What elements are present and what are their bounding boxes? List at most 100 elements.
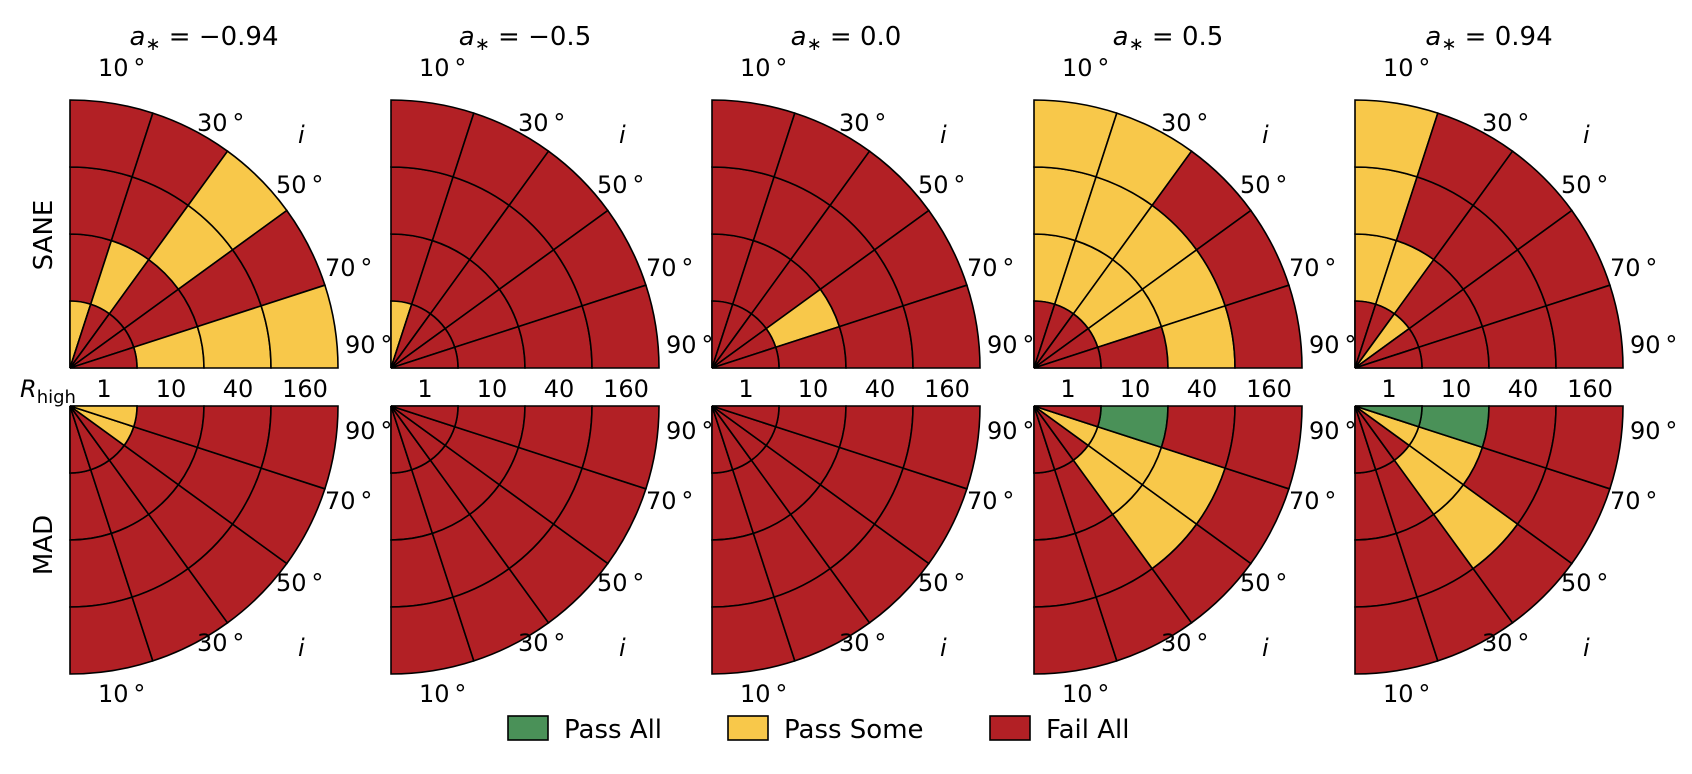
inclination-axis-label: i xyxy=(298,121,305,149)
panel-sane: 10 ° 30 ° 50 ° 70 ° 90 ° i 1 10 40 160 xyxy=(711,54,1034,403)
grid-cell xyxy=(390,346,459,369)
inclination-tick-label: 30 ° xyxy=(197,109,244,137)
inclination-tick-label: 10 ° xyxy=(1062,680,1109,708)
inclination-tick-label: 50 ° xyxy=(276,569,323,597)
grid-cell xyxy=(1033,405,1102,428)
inclination-tick-label: 30 ° xyxy=(1161,629,1208,657)
inclination-tick-label: 50 ° xyxy=(918,569,965,597)
panel-mad: 10 ° 30 ° 50 ° 70 ° 90 ° i xyxy=(390,405,713,708)
inclination-tick-label: 10 ° xyxy=(419,680,466,708)
grid-cell xyxy=(1354,405,1423,428)
inclination-tick-label: 90 ° xyxy=(666,331,713,359)
grid-cell xyxy=(902,284,981,369)
inclination-tick-label: 70 ° xyxy=(967,487,1014,515)
inclination-tick-label: 90 ° xyxy=(1630,331,1677,359)
legend-swatch-pass_some xyxy=(727,715,769,741)
inclination-tick-label: 90 ° xyxy=(987,417,1034,445)
panel-mad: 10 ° 30 ° 50 ° 70 ° 90 ° i xyxy=(711,405,1034,708)
inclination-tick-label: 10 ° xyxy=(98,54,145,82)
panel-sane: 10 ° 30 ° 50 ° 70 ° 90 ° i 1 10 40 160 xyxy=(69,54,392,403)
radial-tick-label: 1 xyxy=(738,375,753,403)
radial-tick-label: 40 xyxy=(1187,375,1218,403)
grid-cell xyxy=(581,284,660,369)
column-title: a∗ = −0.5 xyxy=(459,22,591,55)
inclination-axis-label: i xyxy=(1262,121,1269,149)
inclination-tick-label: 90 ° xyxy=(1309,417,1356,445)
grid-cell xyxy=(390,405,459,428)
grid-cell xyxy=(711,405,780,428)
row-label-mad: MAD xyxy=(29,515,59,575)
inclination-tick-label: 30 ° xyxy=(1161,109,1208,137)
inclination-tick-label: 70 ° xyxy=(646,487,693,515)
grid-cell xyxy=(260,284,339,369)
inclination-axis-label: i xyxy=(298,634,305,662)
inclination-axis-label: i xyxy=(940,121,947,149)
radial-tick-label: 40 xyxy=(544,375,575,403)
grid-cell xyxy=(1224,405,1303,490)
inclination-tick-label: 50 ° xyxy=(1240,171,1287,199)
inclination-axis-label: i xyxy=(619,634,626,662)
inclination-tick-label: 90 ° xyxy=(345,331,392,359)
radial-tick-label: 160 xyxy=(1567,375,1613,403)
inclination-tick-label: 70 ° xyxy=(325,487,372,515)
grid-cell xyxy=(581,405,660,490)
inclination-tick-label: 70 ° xyxy=(1610,254,1657,282)
radial-tick-label: 160 xyxy=(1246,375,1292,403)
column-1: a∗ = −0.510 °30 °50 °70 °90 °i1 10 40 16010… xyxy=(390,22,713,708)
radial-tick-label: 160 xyxy=(924,375,970,403)
radial-tick-label: 10 xyxy=(798,375,829,403)
radial-tick-label: 1 xyxy=(96,375,111,403)
panel-sane: 10 ° 30 ° 50 ° 70 ° 90 ° i 1 10 40 160 xyxy=(1354,54,1677,403)
radial-tick-label: 40 xyxy=(865,375,896,403)
grid-cell xyxy=(69,405,138,428)
inclination-axis-label: i xyxy=(1583,121,1590,149)
inclination-tick-label: 90 ° xyxy=(666,417,713,445)
radial-axis-label: Rhigh xyxy=(20,375,76,408)
row-label-sane: SANE xyxy=(29,200,59,271)
grid-cell xyxy=(711,346,780,369)
inclination-tick-label: 10 ° xyxy=(98,680,145,708)
inclination-tick-label: 90 ° xyxy=(345,417,392,445)
inclination-tick-label: 10 ° xyxy=(740,54,787,82)
inclination-tick-label: 70 ° xyxy=(646,254,693,282)
inclination-tick-label: 70 ° xyxy=(967,254,1014,282)
grid-cell xyxy=(69,346,138,369)
grid-cell xyxy=(902,405,981,490)
grid-cell xyxy=(1033,346,1102,369)
radial-tick-label: 1 xyxy=(1381,375,1396,403)
inclination-tick-label: 50 ° xyxy=(1561,569,1608,597)
panel-sane: 10 ° 30 ° 50 ° 70 ° 90 ° i 1 10 40 160 xyxy=(390,54,713,403)
inclination-tick-label: 70 ° xyxy=(1289,487,1336,515)
grid-cell xyxy=(1224,284,1303,369)
legend-swatch-pass_all xyxy=(507,715,549,741)
radial-tick-label: 10 xyxy=(477,375,508,403)
radial-tick-label: 160 xyxy=(603,375,649,403)
grid-cell xyxy=(260,405,339,490)
panel-mad: 10 ° 30 ° 50 ° 70 ° 90 ° i xyxy=(69,405,392,708)
panel-mad: 10 ° 30 ° 50 ° 70 ° 90 ° i xyxy=(1354,405,1677,708)
radial-tick-label: 40 xyxy=(1508,375,1539,403)
legend-label-pass_some: Pass Some xyxy=(784,715,924,745)
inclination-tick-label: 10 ° xyxy=(1062,54,1109,82)
grid-cell xyxy=(1545,405,1624,490)
inclination-tick-label: 30 ° xyxy=(1482,629,1529,657)
column-3: a∗ = 0.510 °30 °50 °70 °90 °i1 10 40 16010 … xyxy=(1033,22,1356,708)
inclination-tick-label: 90 ° xyxy=(1309,331,1356,359)
inclination-tick-label: 50 ° xyxy=(276,171,323,199)
inclination-tick-label: 70 ° xyxy=(325,254,372,282)
inclination-tick-label: 50 ° xyxy=(597,171,644,199)
inclination-tick-label: 10 ° xyxy=(1383,54,1430,82)
inclination-tick-label: 50 ° xyxy=(1561,171,1608,199)
inclination-axis-label: i xyxy=(1583,634,1590,662)
legend-label-fail_all: Fail All xyxy=(1046,715,1129,745)
radial-tick-label: 1 xyxy=(417,375,432,403)
legend-swatch-fail_all xyxy=(989,715,1031,741)
inclination-tick-label: 10 ° xyxy=(419,54,466,82)
inclination-tick-label: 50 ° xyxy=(918,171,965,199)
radial-tick-label: 10 xyxy=(156,375,187,403)
column-2: a∗ = 0.010 °30 °50 °70 °90 °i1 10 40 16010 … xyxy=(711,22,1034,708)
grid-cell xyxy=(1545,284,1624,369)
inclination-axis-label: i xyxy=(1262,634,1269,662)
